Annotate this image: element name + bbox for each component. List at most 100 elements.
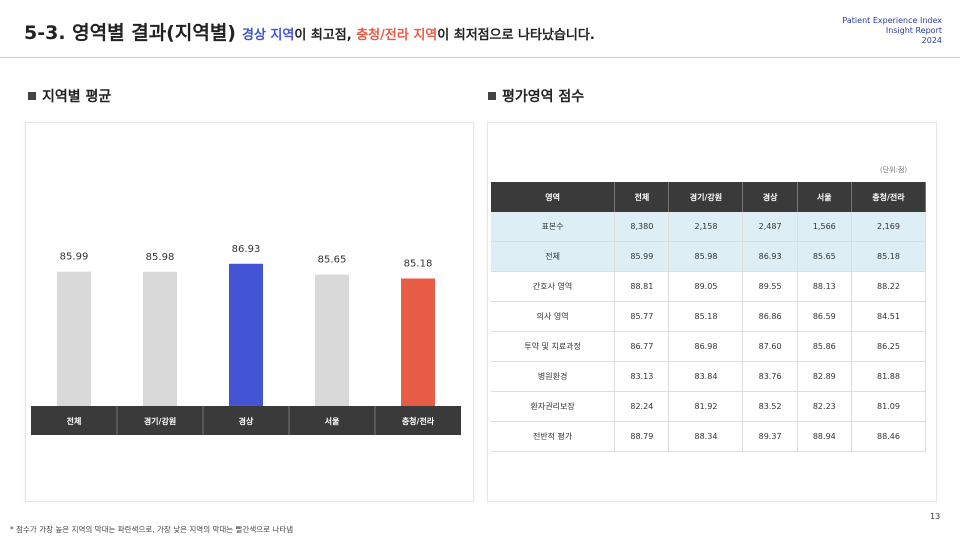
title-text: 5-3. 영역별 결과(지역별) [24,22,236,44]
x-tick-label: 경기/강원 [144,416,176,426]
row-label: 병원환경 [491,361,616,392]
value-label: 85.65 [318,255,347,266]
table-cell: 87.60 [742,331,798,362]
table-cell: 86.86 [742,301,798,332]
table-row: 간호사 영역 88.81 89.05 89.55 88.13 88.22 [491,271,927,302]
category-strip [31,406,461,435]
table-row: 전체 85.99 85.98 86.93 85.65 85.18 [491,241,927,272]
row-label: 표본수 [491,212,616,242]
x-tick-label: 충청/전라 [402,416,435,426]
table-cell: 2,487 [742,212,798,242]
column-header: 서울 [797,182,852,212]
column-header: 경상 [742,182,798,212]
value-label: 85.18 [404,258,433,269]
bar [401,278,435,406]
divider [0,57,960,58]
column-header: 충청/전라 [851,182,927,212]
x-tick-label: 전체 [67,416,82,426]
table-cell: 83.84 [668,361,744,392]
headline-highlight: 경상 지역 [241,28,295,43]
headline-text: 이 최고점, [294,28,357,43]
table-cell: 88.94 [797,421,852,452]
table-cell: 82.89 [797,361,852,392]
table-cell: 83.13 [614,361,670,392]
table-cell: 88.34 [668,421,744,452]
table-cell: 86.98 [668,331,744,362]
row-label: 전반적 평가 [491,421,616,452]
table-row: 투약 및 치료과정 86.77 86.98 87.60 85.86 86.25 [491,331,927,362]
footnote: * 점수가 가장 높은 지역의 막대는 파란색으로, 가장 낮은 지역의 막대는… [10,525,294,534]
table-cell: 2,158 [668,212,744,242]
bar [57,271,91,406]
table-cell: 88.46 [851,421,927,452]
table-cell: 82.24 [614,391,670,422]
table-cell: 88.79 [614,421,670,452]
headline-text: 이 최저점으로 나타났습니다. [437,28,595,43]
row-label: 의사 영역 [491,301,616,332]
table-cell: 85.99 [614,241,670,272]
header-row: 영역 전체 경기/강원 경상 서울 충청/전라 [491,182,927,212]
section-title: 지역별 평균 [28,86,111,106]
score-table: 영역 전체 경기/강원 경상 서울 충청/전라 표본수 8,380 2,158 2,487 1,56… [491,182,927,452]
brand-line: Insight Report [885,26,942,35]
table-cell: 1,566 [797,212,852,242]
table-cell: 83.52 [742,391,798,422]
unit-label: (단위:점) [880,166,908,174]
table-cell: 88.81 [614,271,670,302]
section-title: 평가영역 점수 [488,86,584,106]
table-row: 전반적 평가 88.79 88.34 89.37 88.94 88.46 [491,421,927,452]
row-label: 전체 [491,241,616,272]
x-tick-label: 경상 [239,416,254,426]
table-cell: 85.77 [614,301,670,332]
page-number: 13 [930,512,941,521]
table-cell: 86.77 [614,331,670,362]
table-cell: 81.09 [851,391,927,422]
headline-highlight: 충청/전라 지역 [356,28,438,43]
column-header: 전체 [614,182,670,212]
table-cell: 88.13 [797,271,852,302]
table-cell: 83.76 [742,361,798,392]
brand-line: Patient Experience Index [842,16,942,25]
row-label: 투약 및 치료과정 [491,331,616,362]
table-cell: 89.37 [742,421,798,452]
table-cell: 2,169 [851,212,927,242]
table-cell: 88.22 [851,271,927,302]
x-tick-label: 서울 [325,416,340,426]
table-cell: 89.05 [668,271,744,302]
table-cell: 86.59 [797,301,852,332]
panel [25,122,474,502]
value-label: 85.98 [146,252,175,263]
table-cell: 85.98 [668,241,744,272]
bar [229,263,263,406]
value-label: 85.99 [60,252,89,263]
table-cell: 8,380 [614,212,670,242]
row-label: 환자권리보장 [491,391,616,422]
table-cell: 82.23 [797,391,852,422]
table-row: 의사 영역 85.77 85.18 86.86 86.59 84.51 [491,301,927,332]
table-row: 병원환경 83.13 83.84 83.76 82.89 81.88 [491,361,927,392]
table-cell: 89.55 [742,271,798,302]
column-header: 영역 [491,182,616,212]
bar [143,271,177,406]
bar [315,274,349,406]
table-cell: 85.86 [797,331,852,362]
table-cell: 86.93 [742,241,798,272]
table-row: 표본수 8,380 2,158 2,487 1,566 2,169 [491,212,927,242]
slide-title: 5-3. 영역별 결과(지역별) 경상 지역이 최고점, 충청/전라 지역이 최저… [24,18,595,45]
table-cell: 85.65 [797,241,852,272]
table-cell: 81.92 [668,391,744,422]
table-cell: 85.18 [668,301,744,332]
table-cell: 85.18 [851,241,927,272]
row-label: 간호사 영역 [491,271,616,302]
panel [487,122,937,502]
table-cell: 81.88 [851,361,927,392]
brand-line: 2024 [921,36,942,45]
column-header: 경기/강원 [668,182,744,212]
table-row: 환자권리보장 82.24 81.92 83.52 82.23 81.09 [491,391,927,422]
table-cell: 84.51 [851,301,927,332]
value-label: 86.93 [232,244,261,255]
brand: Patient Experience Index Insight Report 20… [842,16,942,46]
table-cell: 86.25 [851,331,927,362]
